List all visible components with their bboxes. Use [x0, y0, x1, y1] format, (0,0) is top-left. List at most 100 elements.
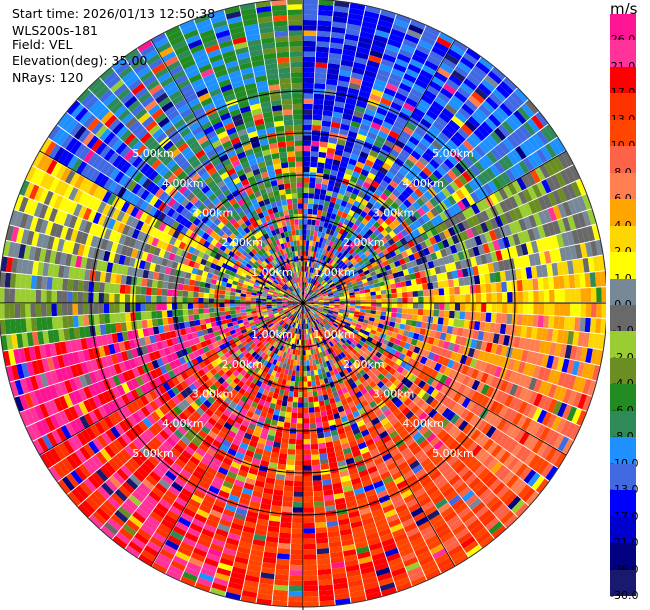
gate-cell — [310, 291, 315, 296]
gate-cell — [413, 49, 429, 60]
gate-cell — [410, 112, 423, 123]
gate-cell — [427, 260, 435, 269]
gate-cell — [392, 303, 398, 308]
gate-cell — [392, 97, 405, 107]
gate-cell — [312, 235, 317, 242]
gate-cell — [292, 517, 303, 524]
gate-cell — [299, 371, 303, 377]
gate-cell — [489, 217, 499, 230]
gate-cell — [384, 264, 391, 271]
gate-cell — [312, 125, 322, 131]
gate-cell — [344, 305, 351, 308]
gate-cell — [316, 36, 331, 43]
gate-cell — [355, 334, 362, 340]
gate-cell — [376, 306, 382, 311]
gate-cell — [439, 332, 447, 341]
gate-cell — [562, 438, 574, 455]
gate-cell — [432, 259, 440, 268]
gate-cell — [450, 95, 464, 107]
gate-cell — [496, 303, 503, 313]
gate-cell — [438, 364, 447, 374]
gate-cell — [310, 443, 319, 450]
gate-cell — [572, 331, 580, 346]
gate-cell — [293, 391, 299, 398]
gate-cell — [342, 313, 349, 318]
gate-cell — [339, 161, 348, 169]
gate-cell — [563, 275, 570, 289]
gate-cell — [543, 382, 553, 397]
gate-cell — [332, 278, 339, 283]
gate-cell — [435, 116, 448, 128]
gate-cell — [518, 204, 528, 218]
gate-cell — [453, 177, 464, 189]
gate-cell — [394, 139, 406, 149]
gate-cell — [327, 293, 334, 297]
gate-cell — [342, 264, 348, 270]
gate-cell — [379, 63, 393, 73]
gate-cell — [437, 280, 444, 289]
gate-cell — [377, 232, 385, 241]
gate-cell — [589, 272, 597, 287]
gate-cell — [317, 30, 331, 38]
gate-cell — [537, 366, 546, 380]
gate-cell — [327, 311, 333, 315]
gate-cell — [359, 31, 375, 40]
gate-cell — [309, 359, 313, 366]
gate-cell — [323, 296, 329, 299]
gate-cell — [572, 392, 583, 408]
gate-cell — [570, 303, 576, 317]
gate-cell — [375, 351, 383, 359]
gate-cell — [582, 395, 593, 412]
gate-cell — [432, 338, 440, 347]
gate-cell — [342, 316, 348, 320]
gate-cell — [471, 215, 480, 226]
gate-cell — [344, 309, 350, 313]
gate-cell — [303, 528, 316, 534]
gate-cell — [314, 83, 326, 90]
gate-cell — [501, 120, 515, 135]
gate-cell — [595, 318, 602, 334]
gate-cell — [497, 124, 511, 138]
gate-cell — [426, 385, 435, 395]
gate-cell — [569, 345, 578, 360]
gate-cell — [275, 563, 290, 570]
gate-cell — [289, 580, 303, 587]
gate-cell — [492, 110, 505, 124]
gate-cell — [317, 307, 323, 311]
gate-cell — [303, 192, 309, 199]
gate-cell — [559, 169, 571, 185]
gate-cell — [332, 289, 338, 294]
gate-cell — [320, 272, 325, 278]
gate-cell — [318, 9, 333, 17]
gate-cell — [528, 339, 536, 352]
gate-cell — [538, 251, 547, 265]
gate-cell — [492, 261, 500, 273]
gate-cell — [416, 197, 425, 207]
gate-cell — [383, 188, 392, 197]
gate-cell — [477, 330, 485, 341]
gate-cell — [318, 574, 332, 581]
gate-cell — [278, 389, 285, 396]
gate-cell — [331, 324, 337, 330]
gate-cell — [394, 92, 408, 102]
gate-cell — [392, 23, 408, 34]
gate-cell — [567, 330, 575, 345]
gate-cell — [328, 308, 334, 311]
gate-cell — [309, 283, 313, 289]
gate-cell — [499, 200, 509, 213]
gate-cell — [324, 94, 336, 101]
gate-cell — [309, 365, 314, 371]
gate-cell — [304, 282, 307, 288]
gate-cell — [307, 381, 312, 387]
gate-cell — [308, 277, 311, 283]
gate-cell — [517, 231, 526, 244]
gate-cell — [453, 318, 460, 328]
gate-cell — [381, 162, 392, 171]
gate-cell — [589, 318, 597, 333]
gate-cell — [574, 274, 581, 288]
gate-cell — [333, 256, 340, 263]
gate-cell — [546, 263, 554, 277]
gate-cell — [360, 85, 372, 94]
gate-cell — [310, 438, 318, 445]
gate-cell — [398, 180, 408, 190]
